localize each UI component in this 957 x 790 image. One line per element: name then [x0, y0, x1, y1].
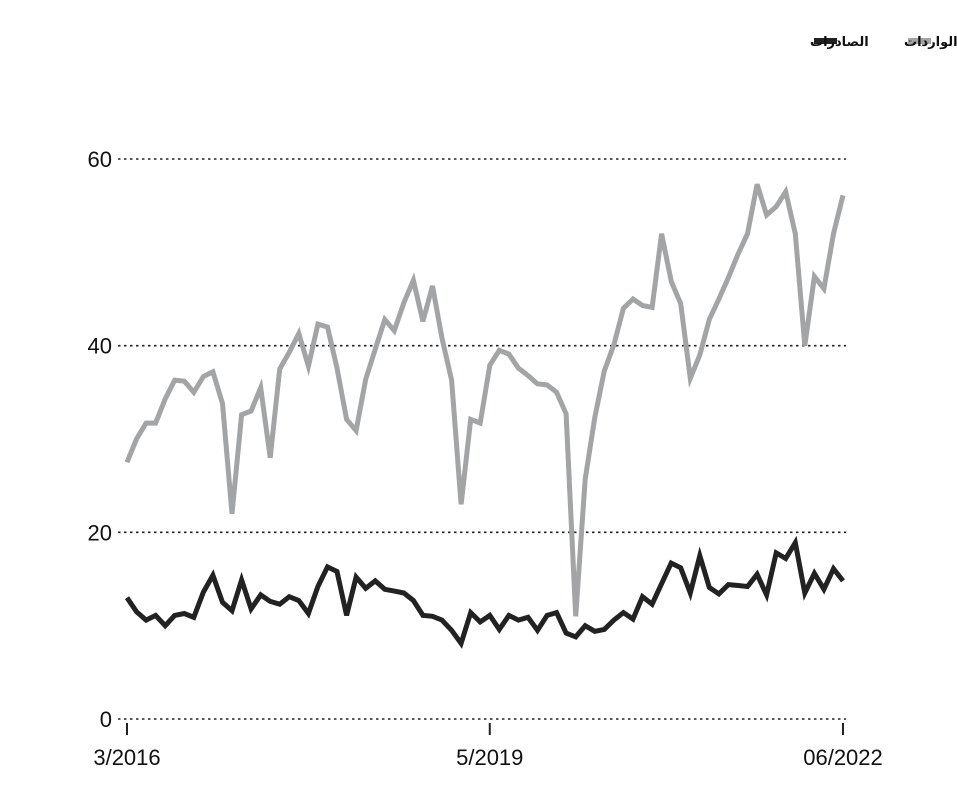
legend-swatch-imports [908, 38, 931, 44]
x-tick-label: 5/2019 [456, 745, 523, 770]
x-axis: 3/2016 5/2019 06/2022 [93, 723, 883, 770]
legend-label-exports: الصادرات [810, 34, 869, 49]
x-tick-label: 3/2016 [93, 745, 160, 770]
x-tick-label: 06/2022 [803, 745, 883, 770]
y-axis-tick-labels: 0 20 40 60 [88, 147, 112, 732]
legend-swatch-exports [814, 38, 837, 44]
gridlines [118, 158, 846, 720]
imports-line [124, 183, 846, 617]
exports-line [124, 535, 845, 649]
y-tick-label: 60 [88, 147, 112, 172]
y-tick-label: 0 [100, 707, 112, 732]
y-tick-label: 20 [88, 520, 112, 545]
series-lines [124, 183, 846, 649]
legend: الواردات الصادرات [810, 34, 957, 49]
legend-label-imports: الواردات [904, 34, 957, 49]
y-tick-label: 40 [88, 334, 112, 359]
